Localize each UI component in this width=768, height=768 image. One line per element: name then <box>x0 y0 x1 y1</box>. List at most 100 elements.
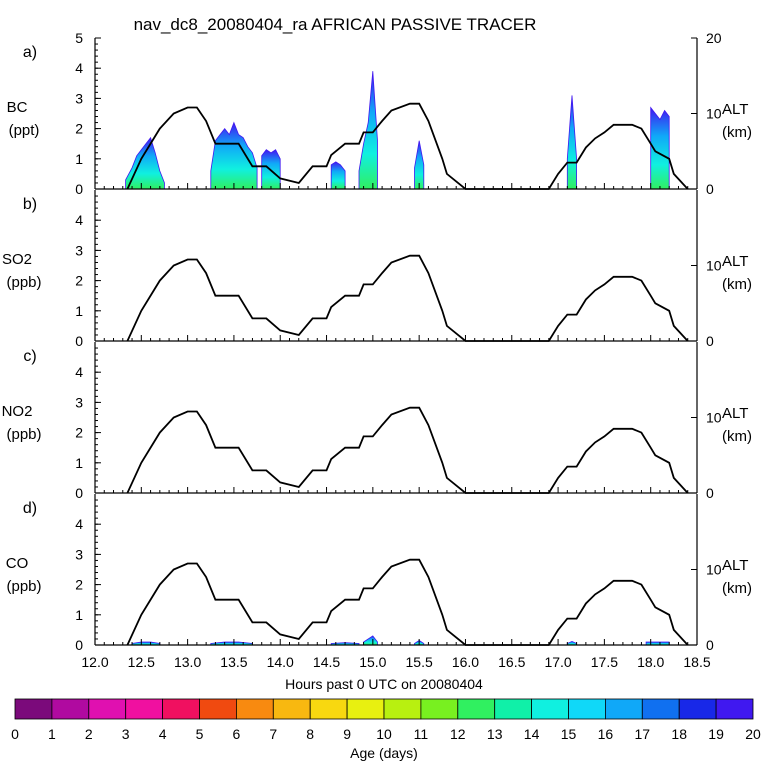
colorbar-swatch <box>457 698 496 720</box>
bc-tracer-segment <box>650 106 670 190</box>
species-label: BC <box>7 99 28 116</box>
co-tracer-segment <box>363 635 378 646</box>
y-tick-label: 4 <box>75 516 83 532</box>
colorbar-swatch <box>605 698 643 720</box>
y-tick-label: 1 <box>75 607 83 623</box>
y-tick-label: 1 <box>75 303 83 319</box>
colorbar-tick-label: 10 <box>376 726 392 742</box>
x-tick-label: 13.0 <box>174 654 201 670</box>
unit-label: (ppb) <box>6 578 41 595</box>
colorbar-swatch <box>199 698 237 720</box>
colorbar-swatch <box>568 698 606 720</box>
alt-axis-unit: (km) <box>722 276 752 293</box>
colorbar-swatch <box>125 698 163 720</box>
y-tick-label: 4 <box>75 364 83 380</box>
y2-tick-label: 0 <box>706 333 714 349</box>
x-tick-label: 14.0 <box>267 654 294 670</box>
x-tick-label: 12.0 <box>81 654 108 670</box>
panel-co: 0 1 2 3 4 0 10 d) CO (ppb) ALT (km) <box>6 494 752 653</box>
colorbar-tick-label: 20 <box>745 726 761 742</box>
y-tick-label: 4 <box>75 212 83 228</box>
species-label: NO2 <box>2 403 33 420</box>
altitude-line <box>126 254 689 342</box>
colorbar-tick-label: 16 <box>598 726 614 742</box>
colorbar-tick-label: 2 <box>85 726 93 742</box>
y-tick-label: 3 <box>75 90 83 106</box>
bc-tracer-segment <box>125 136 165 190</box>
colorbar-swatch <box>420 698 459 720</box>
colorbar-tick-label: 19 <box>708 726 724 742</box>
alt-axis-unit: (km) <box>722 428 752 445</box>
colorbar-tick-label: 13 <box>487 726 503 742</box>
y2-tick-label: 10 <box>706 562 722 578</box>
x-tick-label: 16.0 <box>452 654 479 670</box>
y-tick-label: 3 <box>75 394 83 410</box>
unit-label: (ppt) <box>9 122 40 139</box>
colorbar-tick-label: 14 <box>524 726 540 742</box>
altitude-line <box>126 406 689 494</box>
colorbar-tick-label: 18 <box>671 726 687 742</box>
y2-tick-label: 10 <box>706 106 722 122</box>
bc-tracer-segment <box>414 140 425 190</box>
y-tick-label: 3 <box>75 546 83 562</box>
panel-no2: 0 1 2 3 4 0 10 c) NO2 (ppb) ALT (km) <box>2 342 752 501</box>
colorbar-tick-label: 6 <box>233 726 241 742</box>
bc-tracer-segment <box>566 95 577 190</box>
y-tick-label: 0 <box>75 181 83 197</box>
colorbar-tick-label: 4 <box>159 726 167 742</box>
colorbar-swatch <box>494 698 533 720</box>
y2-tick-label: 10 <box>706 410 722 426</box>
x-tick-label: 13.5 <box>220 654 247 670</box>
alt-axis-label: ALT <box>722 405 748 422</box>
bc-tracer-segment <box>358 71 378 190</box>
colorbar-tick-label: 11 <box>414 726 429 742</box>
x-tick-label: 18.0 <box>637 654 664 670</box>
y-tick-label: 3 <box>75 242 83 258</box>
colorbar-tick-label: 3 <box>122 726 130 742</box>
colorbar-swatch <box>309 698 348 720</box>
colorbar-swatch <box>88 698 127 720</box>
colorbar-tick-label: 15 <box>561 726 577 742</box>
alt-axis-label: ALT <box>722 557 748 574</box>
colorbar-tick-label: 5 <box>196 726 204 742</box>
colorbar-tick-label: 7 <box>269 726 277 742</box>
colorbar-swatch <box>272 698 311 720</box>
bc-tracer-segment <box>210 121 258 190</box>
panel-letter: b) <box>23 196 37 213</box>
colorbar-swatch <box>162 698 200 720</box>
y2-tick-label: 0 <box>706 637 714 653</box>
colorbar-tick-label: 17 <box>635 726 651 742</box>
panel-bc: 0 1 2 3 4 5 0 10 20 a) BC (ppt) ALT (km) <box>7 30 752 197</box>
alt-axis-unit: (km) <box>722 580 752 597</box>
colorbar-swatch <box>383 698 422 720</box>
colorbar-tick-label: 0 <box>11 726 19 742</box>
y-tick-label: 0 <box>75 485 83 501</box>
species-label: CO <box>6 555 29 572</box>
alt-axis-unit: (km) <box>722 124 752 141</box>
y-tick-label: 1 <box>75 151 83 167</box>
y-tick-label: 2 <box>75 121 83 137</box>
altitude-line <box>126 102 689 190</box>
y-tick-label: 2 <box>75 273 83 289</box>
y-tick-label: 2 <box>75 577 83 593</box>
x-tick-label: 18.5 <box>683 654 710 670</box>
y-tick-label: 2 <box>75 425 83 441</box>
altitude-line <box>126 558 689 646</box>
y2-tick-label: 0 <box>706 485 714 501</box>
x-tick-label: 17.5 <box>591 654 618 670</box>
x-axis-label: Hours past 0 UTC on 20080404 <box>285 676 483 692</box>
alt-axis-label: ALT <box>722 101 748 118</box>
x-tick-label: 16.5 <box>498 654 525 670</box>
y-tick-label: 0 <box>75 333 83 349</box>
y2-tick-label: 0 <box>706 181 714 197</box>
unit-label: (ppb) <box>6 274 41 291</box>
x-tick-label: 12.5 <box>128 654 155 670</box>
colorbar-swatch <box>235 698 274 720</box>
colorbar-tick-label: 1 <box>48 726 56 742</box>
unit-label: (ppb) <box>6 426 41 443</box>
y2-tick-label: 10 <box>706 258 722 274</box>
colorbar-label: Age (days) <box>350 745 418 761</box>
y-tick-label: 4 <box>75 60 83 76</box>
colorbar-swatch <box>51 698 90 720</box>
